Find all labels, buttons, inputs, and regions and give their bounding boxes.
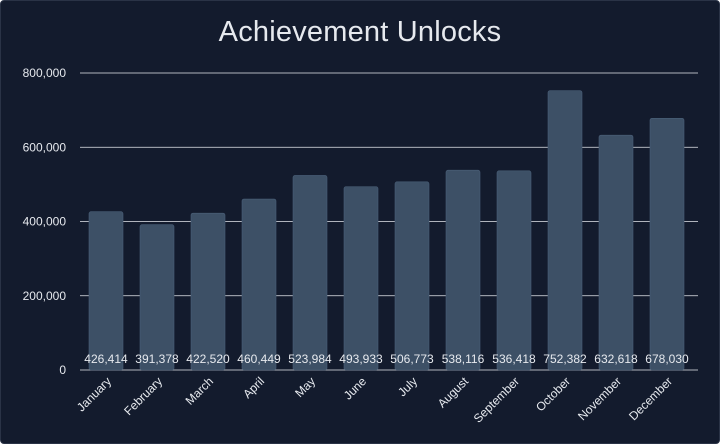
x-axis-ticks: January February March April May June July Augu… <box>74 374 675 426</box>
data-label: 493,933 <box>339 352 383 366</box>
data-label: 536,418 <box>492 352 536 366</box>
data-label: 632,618 <box>594 352 638 366</box>
bar <box>241 198 277 371</box>
bar <box>394 181 430 371</box>
x-tick-label: December <box>626 374 675 423</box>
y-tick-label: 400,000 <box>23 215 67 229</box>
bar <box>598 134 634 371</box>
bar <box>343 186 379 371</box>
data-label: 752,382 <box>543 352 587 366</box>
data-labels: 426,414 391,378 422,520 460,449 523,984 493,9… <box>84 352 689 366</box>
y-tick-label: 800,000 <box>23 66 67 80</box>
bar <box>496 170 532 371</box>
data-label: 426,414 <box>84 352 128 366</box>
x-tick-label: June <box>341 374 370 403</box>
x-tick-label: November <box>575 374 624 423</box>
data-label: 678,030 <box>645 352 689 366</box>
x-tick-label: March <box>183 374 216 407</box>
gridlines <box>80 72 698 371</box>
bar <box>649 117 685 371</box>
data-label: 422,520 <box>186 352 230 366</box>
y-axis-ticks: 0 200,000 400,000 600,000 800,000 <box>23 66 67 377</box>
data-label: 523,984 <box>288 352 332 366</box>
bar <box>88 211 124 371</box>
y-tick-label: 200,000 <box>23 289 67 303</box>
x-tick-label: February <box>121 374 165 418</box>
bar <box>547 90 583 371</box>
bars <box>88 90 685 371</box>
x-tick-label: April <box>240 374 267 401</box>
data-label: 391,378 <box>135 352 179 366</box>
x-tick-label: July <box>395 374 420 399</box>
bar <box>292 175 328 371</box>
bar <box>190 212 226 371</box>
x-tick-label: August <box>435 374 472 411</box>
bar <box>139 224 175 371</box>
x-tick-label: October <box>533 374 573 414</box>
chart-title: Achievement Unlocks <box>218 16 502 48</box>
data-label: 460,449 <box>237 352 281 366</box>
x-tick-label: September <box>471 374 522 425</box>
data-label: 538,116 <box>442 352 485 366</box>
y-tick-label: 0 <box>59 363 66 377</box>
bar <box>445 169 481 371</box>
y-tick-label: 600,000 <box>23 140 67 154</box>
data-label: 506,773 <box>390 352 434 366</box>
x-tick-label: May <box>292 374 318 400</box>
x-tick-label: January <box>74 374 114 414</box>
